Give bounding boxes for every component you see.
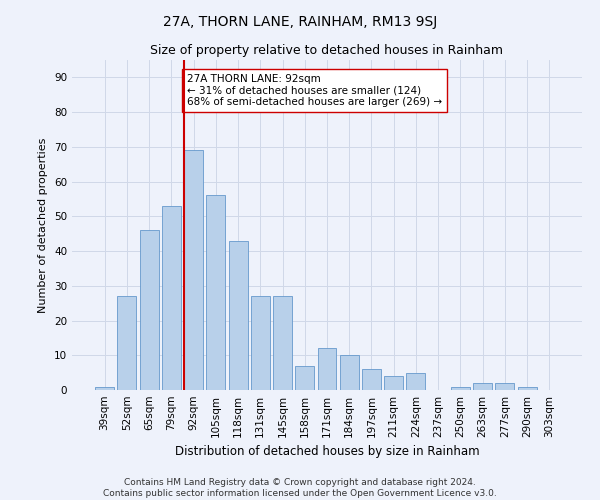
X-axis label: Distribution of detached houses by size in Rainham: Distribution of detached houses by size … bbox=[175, 446, 479, 458]
Bar bbox=[406, 372, 425, 390]
Title: Size of property relative to detached houses in Rainham: Size of property relative to detached ho… bbox=[151, 44, 503, 58]
Bar bbox=[95, 386, 114, 390]
Bar bbox=[384, 376, 403, 390]
Bar bbox=[118, 296, 136, 390]
Bar bbox=[206, 196, 225, 390]
Bar bbox=[162, 206, 181, 390]
Text: Contains HM Land Registry data © Crown copyright and database right 2024.
Contai: Contains HM Land Registry data © Crown c… bbox=[103, 478, 497, 498]
Text: 27A THORN LANE: 92sqm
← 31% of detached houses are smaller (124)
68% of semi-det: 27A THORN LANE: 92sqm ← 31% of detached … bbox=[187, 74, 442, 107]
Bar bbox=[273, 296, 292, 390]
Bar bbox=[451, 386, 470, 390]
Bar bbox=[229, 240, 248, 390]
Bar bbox=[295, 366, 314, 390]
Text: 27A, THORN LANE, RAINHAM, RM13 9SJ: 27A, THORN LANE, RAINHAM, RM13 9SJ bbox=[163, 15, 437, 29]
Bar bbox=[317, 348, 337, 390]
Bar bbox=[340, 356, 359, 390]
Bar bbox=[184, 150, 203, 390]
Bar bbox=[473, 383, 492, 390]
Y-axis label: Number of detached properties: Number of detached properties bbox=[38, 138, 49, 312]
Bar bbox=[140, 230, 158, 390]
Bar bbox=[496, 383, 514, 390]
Bar bbox=[518, 386, 536, 390]
Bar bbox=[251, 296, 270, 390]
Bar bbox=[362, 369, 381, 390]
